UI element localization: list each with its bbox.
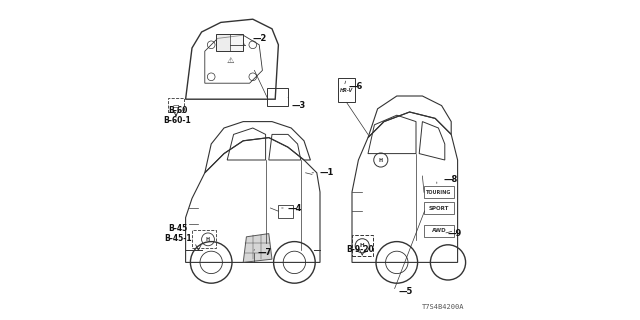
Bar (192, 230, 216, 248)
Bar (168, 98, 184, 112)
Text: —8: —8 (443, 175, 458, 184)
Text: —2: —2 (253, 34, 267, 43)
Text: —3: —3 (291, 101, 305, 110)
Bar (268, 88, 288, 106)
Text: HR-V: HR-V (340, 88, 353, 93)
Text: —7: —7 (258, 248, 272, 257)
Text: B-60
B-60-1: B-60 B-60-1 (164, 106, 191, 125)
Text: —6: —6 (349, 82, 363, 91)
Text: B-9-20: B-9-20 (346, 245, 374, 254)
Bar (424, 202, 454, 214)
Text: T7S4B4200A: T7S4B4200A (422, 304, 464, 310)
Text: SPORT: SPORT (429, 206, 449, 211)
Text: —4: —4 (288, 204, 302, 212)
Bar (230, 34, 243, 51)
Polygon shape (243, 234, 272, 262)
Text: —9: —9 (448, 229, 462, 238)
Bar (424, 225, 454, 237)
Text: ⚠: ⚠ (227, 56, 234, 65)
Bar (424, 186, 454, 198)
Bar (278, 205, 292, 218)
Text: —5: —5 (398, 287, 413, 296)
Text: —1: —1 (320, 168, 334, 177)
Text: H: H (206, 237, 210, 242)
Text: AWD: AWD (432, 228, 446, 233)
Bar (216, 34, 243, 51)
Bar (216, 34, 230, 51)
Text: B-45
B-45-1: B-45 B-45-1 (164, 224, 191, 243)
Text: H: H (360, 243, 365, 248)
Text: TOURING: TOURING (426, 190, 452, 195)
Text: H: H (379, 157, 383, 163)
Text: ▭: ▭ (173, 102, 179, 108)
Bar (352, 235, 372, 256)
Bar (338, 78, 355, 102)
